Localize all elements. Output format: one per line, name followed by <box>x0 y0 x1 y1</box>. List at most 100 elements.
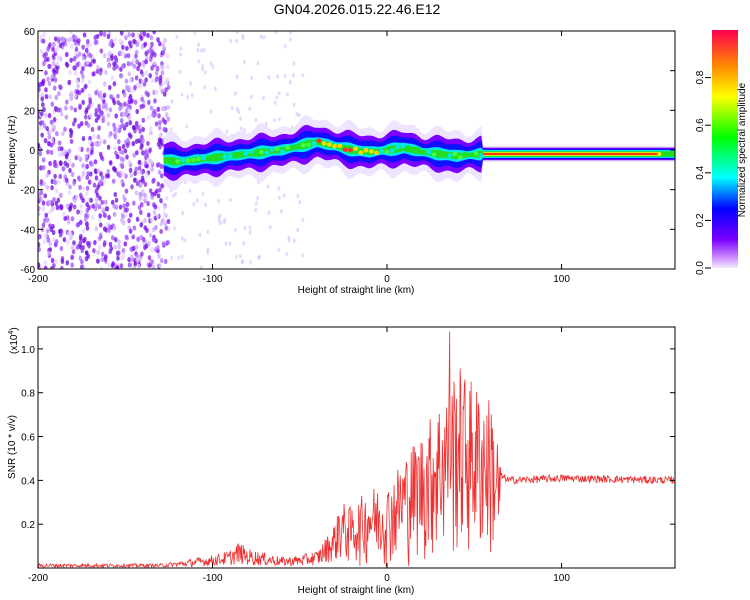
faint-speckle <box>262 95 265 101</box>
noise-speckle <box>79 69 84 75</box>
noise-speckle <box>86 38 90 45</box>
noise-speckle <box>163 258 168 264</box>
noise-speckle <box>139 145 143 151</box>
faint-speckle <box>180 92 184 97</box>
noise-speckle <box>156 181 161 187</box>
noise-speckle <box>69 89 74 96</box>
noise-speckle <box>68 158 72 164</box>
noise-speckle <box>126 61 131 67</box>
faint-speckle <box>241 33 245 39</box>
faint-speckle <box>183 238 187 243</box>
noise-speckle <box>88 53 93 59</box>
noise-speckle <box>156 141 161 147</box>
noise-speckle <box>60 146 64 152</box>
noise-speckle <box>113 37 118 43</box>
noise-speckle <box>77 123 81 129</box>
faint-speckle <box>162 201 166 207</box>
faint-speckle <box>254 208 258 213</box>
noise-speckle <box>149 130 153 136</box>
ridge-blob <box>279 149 285 154</box>
faint-speckle <box>292 238 296 243</box>
noise-speckle <box>43 193 47 199</box>
noise-speckle <box>60 258 65 264</box>
ridge-blob <box>332 143 338 149</box>
noise-speckle <box>143 160 148 166</box>
noise-speckle <box>49 149 54 155</box>
noise-speckle <box>95 142 100 148</box>
ridge-blob <box>300 143 306 148</box>
noise-speckle <box>70 216 75 222</box>
noise-speckle <box>83 236 87 242</box>
noise-speckle <box>69 36 74 42</box>
noise-speckle <box>98 70 103 76</box>
noise-speckle <box>75 89 80 95</box>
ridge-blob <box>190 157 196 162</box>
faint-speckle <box>301 218 305 223</box>
noise-speckle <box>73 117 77 123</box>
noise-speckle <box>64 105 68 111</box>
noise-speckle <box>145 172 149 178</box>
noise-speckle <box>120 178 125 185</box>
noise-speckle <box>121 122 125 129</box>
snr-y-axis-label: SNR (10 * v/v) <box>7 415 18 479</box>
noise-speckle <box>156 245 160 251</box>
noise-speckle <box>66 219 71 225</box>
noise-speckle <box>154 121 159 127</box>
noise-speckle <box>122 203 126 209</box>
noise-speckle <box>162 91 167 97</box>
snr-y-scale-factor: (x104) <box>8 327 20 354</box>
noise-speckle <box>132 152 136 158</box>
noise-speckle <box>124 84 129 91</box>
noise-speckle <box>50 137 54 144</box>
noise-speckle <box>72 55 77 61</box>
figure-title: GN04.2026.015.22.46.E12 <box>274 1 441 17</box>
noise-speckle <box>80 259 84 265</box>
snr-plot-area <box>38 327 675 568</box>
noise-speckle <box>118 105 123 111</box>
noise-speckle <box>128 262 133 268</box>
snr-y-scale-exponent: 4 <box>8 331 15 335</box>
snr-x-tick-label: 100 <box>553 573 570 584</box>
faint-speckle <box>169 127 173 133</box>
noise-speckle <box>113 145 117 151</box>
ridge-blob <box>180 158 186 163</box>
noise-speckle <box>99 266 104 269</box>
faint-speckle <box>235 74 239 79</box>
ridge-blob <box>238 151 243 156</box>
noise-speckle <box>106 121 111 127</box>
noise-speckle <box>158 120 162 126</box>
noise-speckle <box>79 203 83 209</box>
noise-speckle <box>57 90 61 97</box>
noise-speckle <box>112 203 117 209</box>
noise-speckle <box>78 240 83 246</box>
faint-speckle <box>198 232 202 237</box>
noise-speckle <box>49 119 54 125</box>
faint-speckle <box>273 117 276 123</box>
noise-speckle <box>132 200 136 206</box>
ridge-blob <box>201 155 207 161</box>
noise-speckle <box>61 130 65 137</box>
spectrogram-y-tick-label: 0 <box>29 146 35 157</box>
noise-speckle <box>115 265 120 269</box>
noise-speckle <box>134 190 139 196</box>
noise-speckle <box>149 217 154 223</box>
noise-speckle <box>138 128 142 134</box>
ridge-blob <box>410 146 416 151</box>
noise-speckle <box>129 254 134 260</box>
noise-speckle <box>85 163 90 170</box>
noise-speckle <box>101 206 105 212</box>
noise-speckle <box>164 225 169 231</box>
colorbar-tick-label: 0.6 <box>695 118 706 132</box>
noise-speckle <box>166 84 171 90</box>
noise-speckle <box>102 178 107 184</box>
faint-speckle <box>286 92 289 97</box>
noise-speckle <box>159 221 164 227</box>
noise-speckle <box>61 166 66 172</box>
noise-speckle <box>58 173 63 180</box>
faint-speckle <box>256 196 259 201</box>
noise-speckle <box>41 78 46 84</box>
noise-speckle <box>98 90 103 96</box>
faint-speckle <box>287 237 291 243</box>
noise-speckle <box>162 219 166 225</box>
